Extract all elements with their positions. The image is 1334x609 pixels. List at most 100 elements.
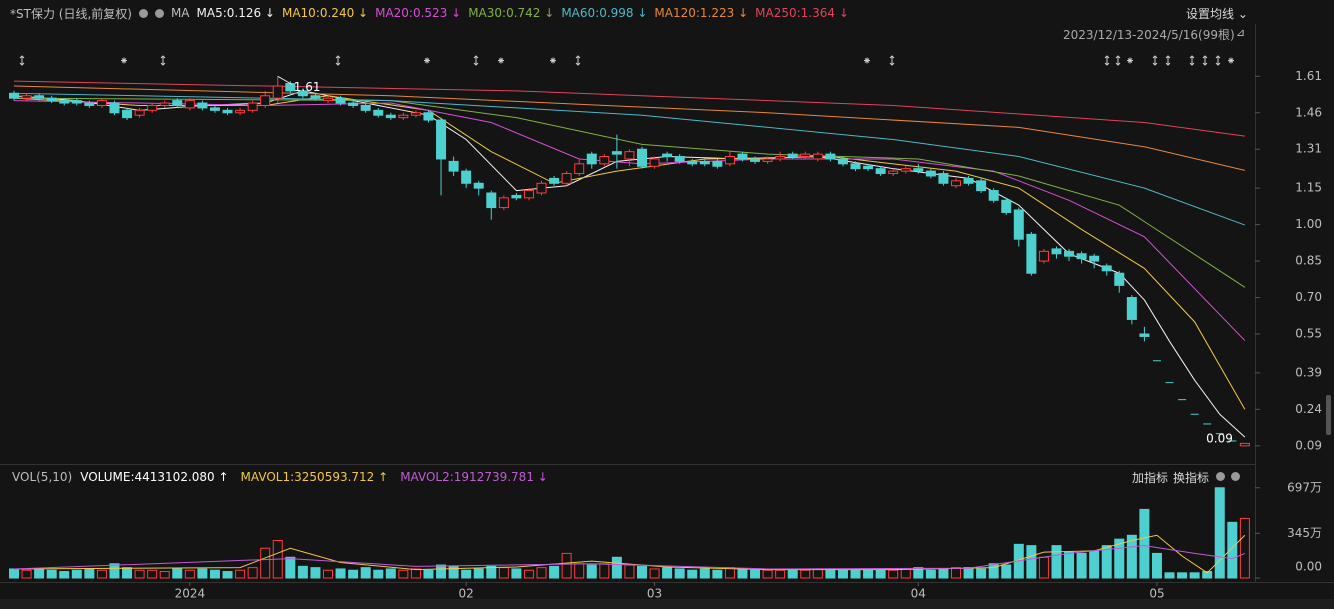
candle-body bbox=[310, 95, 321, 99]
candle-body bbox=[197, 102, 208, 109]
ma-legend-item: MA20:0.523 ↓ bbox=[375, 6, 462, 20]
max-pointer bbox=[277, 75, 293, 85]
volume-bar bbox=[172, 568, 183, 579]
y-tick-label: 1.46 bbox=[1295, 105, 1322, 119]
volume-bar bbox=[1177, 572, 1188, 579]
candle-body bbox=[699, 160, 710, 165]
mavol-line bbox=[13, 545, 1246, 570]
candle-body bbox=[84, 102, 95, 106]
volume-bar bbox=[147, 569, 158, 579]
scrollbar[interactable] bbox=[1326, 395, 1331, 435]
candle-body bbox=[59, 100, 70, 104]
candle-body bbox=[662, 153, 673, 158]
y-tick-label: 0.85 bbox=[1295, 254, 1322, 268]
ma-line bbox=[13, 80, 1245, 137]
volume-bar bbox=[285, 556, 296, 579]
volume-bar bbox=[687, 569, 698, 579]
candle-body bbox=[938, 173, 949, 184]
candle-body bbox=[850, 163, 861, 170]
candle-body bbox=[335, 97, 346, 104]
volume-bar bbox=[323, 569, 333, 579]
min-label: 0.09 bbox=[1206, 431, 1233, 445]
volume-bar bbox=[260, 547, 271, 579]
x-tick-label: 02 bbox=[459, 587, 474, 601]
event-arrow bbox=[889, 55, 895, 66]
candle-body bbox=[222, 109, 233, 114]
volume-bar bbox=[1214, 487, 1225, 579]
volume-bar bbox=[963, 567, 974, 579]
pin-icon[interactable]: ⊿ bbox=[1236, 26, 1245, 39]
candle-body bbox=[272, 85, 283, 99]
candle-body bbox=[260, 95, 271, 106]
volume-bar bbox=[536, 567, 547, 579]
candle-body bbox=[1001, 199, 1012, 213]
volume-bar bbox=[561, 552, 572, 579]
volume-bar bbox=[762, 569, 773, 579]
settings-icon[interactable] bbox=[138, 8, 148, 18]
candle-body bbox=[511, 194, 522, 199]
volume-legend: VOLUME:4413102.080 ↑ MAVOL1:3250593.712 ↑… bbox=[80, 470, 548, 484]
bottom-toolbar bbox=[0, 599, 1334, 609]
add-indicator[interactable]: 加指标 bbox=[1132, 471, 1169, 485]
volume-bar bbox=[9, 568, 19, 579]
candle-body bbox=[21, 95, 32, 99]
ma-button[interactable]: MA bbox=[170, 6, 190, 20]
candle-body bbox=[812, 153, 823, 160]
candle-body bbox=[574, 163, 585, 175]
candle-body bbox=[448, 160, 459, 172]
volume-bar bbox=[750, 569, 761, 579]
volume-bar bbox=[71, 569, 82, 579]
event-star bbox=[424, 57, 430, 64]
volume-bar bbox=[122, 567, 133, 579]
close-icon[interactable] bbox=[154, 8, 164, 18]
volume-bar bbox=[159, 571, 170, 579]
ma-legend-item: MA5:0.126 ↓ bbox=[196, 6, 275, 20]
volume-bar bbox=[737, 568, 748, 579]
candle-body bbox=[762, 158, 773, 162]
switch-indicator[interactable]: 换指标 bbox=[1173, 471, 1210, 485]
volume-bar bbox=[624, 564, 635, 579]
indicator-icons[interactable] bbox=[1216, 470, 1240, 484]
max-label: 1.61 bbox=[294, 80, 321, 94]
candle-body bbox=[436, 119, 447, 160]
volume-bar bbox=[1151, 552, 1162, 579]
volume-bar bbox=[21, 569, 32, 579]
candle-body bbox=[875, 168, 886, 175]
candle-body bbox=[523, 190, 534, 199]
ma-settings[interactable]: 设置均线 ⌄ bbox=[1186, 7, 1248, 21]
chart-header: *ST保力 (日线,前复权) MA MA5:0.126 ↓ MA10:0.240 … bbox=[10, 4, 849, 22]
volume-bar bbox=[209, 569, 220, 579]
candle-body bbox=[209, 107, 220, 111]
volume-bar bbox=[1076, 552, 1087, 579]
volume-bar bbox=[913, 567, 924, 579]
candle-body bbox=[410, 112, 421, 116]
volume-title: VOL(5,10) bbox=[12, 470, 73, 484]
event-arrow bbox=[1152, 55, 1158, 66]
candle-body bbox=[775, 156, 786, 160]
candle-body bbox=[398, 114, 409, 119]
volume-bar bbox=[812, 568, 823, 579]
volume-bar bbox=[637, 565, 647, 579]
event-arrow bbox=[1115, 55, 1121, 66]
volume-bar bbox=[724, 567, 735, 579]
candle-body bbox=[297, 90, 308, 97]
candle-body bbox=[1089, 255, 1100, 262]
candle-body bbox=[925, 170, 936, 177]
volume-bar bbox=[222, 571, 233, 579]
volume-bar bbox=[586, 564, 597, 579]
candle-body bbox=[423, 112, 434, 121]
x-tick-label: 2024 bbox=[175, 587, 206, 601]
y-tick-label: 0.24 bbox=[1295, 402, 1322, 416]
volume-bar bbox=[712, 569, 723, 579]
volume-bar bbox=[662, 567, 673, 579]
y-tick-label: 0.00 bbox=[1295, 560, 1322, 574]
candle-body bbox=[900, 168, 911, 172]
x-tick-label: 05 bbox=[1149, 587, 1164, 601]
volume-bar bbox=[1239, 517, 1250, 579]
candle-body bbox=[787, 153, 798, 158]
volume-bar bbox=[1227, 521, 1238, 579]
y-tick-label: 0.70 bbox=[1295, 290, 1322, 304]
volume-bar bbox=[863, 569, 874, 579]
volume-bar bbox=[473, 568, 484, 579]
